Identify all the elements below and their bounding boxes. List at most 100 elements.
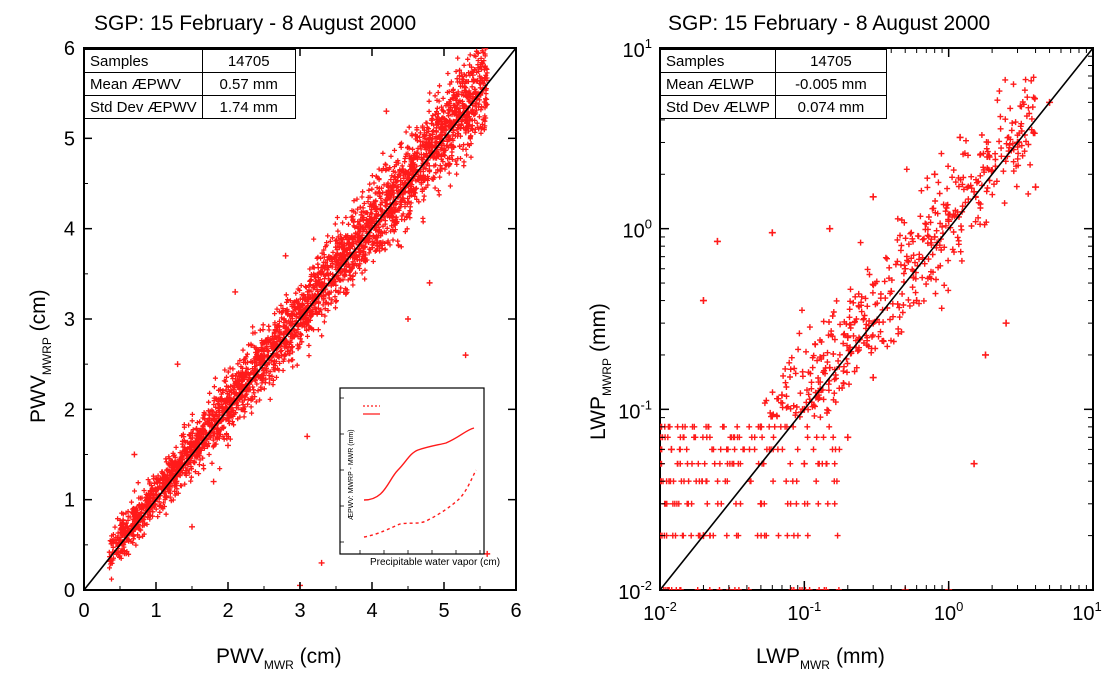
right-data-point bbox=[757, 500, 765, 508]
stats-label: Std Dev ÆPWV bbox=[84, 95, 203, 119]
left-y-tick-label: 4 bbox=[64, 219, 75, 241]
left-ylabel: PWVMWRP (cm) bbox=[27, 289, 54, 423]
stats-value: 14705 bbox=[201, 49, 296, 73]
stats-label: Mean ÆPWV bbox=[84, 72, 203, 96]
right-data-point bbox=[869, 193, 877, 201]
stats-label: Std Dev ÆLWP bbox=[660, 95, 776, 119]
left-data-point bbox=[210, 415, 217, 422]
right-data-point bbox=[970, 460, 978, 468]
left-x-tick-label: 6 bbox=[510, 600, 521, 622]
stats-value: 14705 bbox=[774, 49, 887, 73]
left-scatter-plot: 0 1 2 3 4 5 6 0 1 2 3 4 5 6 ÆPWV: MWRP - MWR (mm) Pre… bbox=[27, 38, 522, 672]
left-data-point bbox=[261, 352, 267, 359]
stats-row: Std Dev ÆPWV 1.74 mm bbox=[84, 95, 296, 119]
left-x-tick-label: 1 bbox=[150, 600, 161, 622]
left-data-point bbox=[304, 433, 311, 440]
left-data-point bbox=[484, 550, 491, 557]
right-data-point bbox=[713, 237, 721, 245]
left-data-point bbox=[232, 288, 239, 295]
left-chart-title: SGP: 15 February - 8 August 2000 bbox=[94, 12, 417, 35]
left-x-tick-label: 2 bbox=[222, 600, 233, 622]
left-y-tick-label: 1 bbox=[64, 490, 75, 512]
stats-row: Mean ÆPWV 0.57 mm bbox=[84, 72, 296, 96]
right-y-tick-label: 100 bbox=[623, 217, 652, 243]
left-data-point bbox=[469, 72, 476, 79]
right-one-to-one-line bbox=[659, 47, 1094, 591]
left-data-point bbox=[117, 537, 123, 544]
left-y-tick-label: 6 bbox=[64, 38, 75, 60]
inset-line-dashed bbox=[363, 469, 477, 538]
left-data-point bbox=[462, 352, 469, 359]
left-data-point bbox=[318, 559, 325, 566]
right-data-point bbox=[667, 445, 675, 453]
stats-row: Samples 14705 bbox=[660, 49, 887, 73]
stats-label: Mean ÆLWP bbox=[660, 72, 776, 96]
left-data-point bbox=[225, 442, 231, 449]
left-data-point bbox=[441, 126, 447, 133]
right-data-point bbox=[826, 225, 834, 233]
right-x-tick-label: 10-2 bbox=[643, 599, 677, 625]
left-data-point bbox=[390, 194, 397, 201]
left-data-point bbox=[131, 451, 138, 458]
right-x-tick-label: 100 bbox=[934, 599, 963, 625]
right-data-point bbox=[1032, 183, 1040, 191]
right-data-point bbox=[1002, 319, 1010, 327]
left-x-tick-label: 3 bbox=[294, 600, 305, 622]
right-data-point bbox=[869, 374, 877, 382]
left-data-point bbox=[145, 501, 152, 508]
right-data-point bbox=[757, 423, 765, 431]
stats-label: Samples bbox=[84, 49, 203, 73]
right-data-point bbox=[844, 433, 852, 441]
left-data-point bbox=[405, 316, 411, 322]
left-data-point bbox=[455, 99, 462, 106]
inset-frame bbox=[339, 387, 485, 555]
left-data-point bbox=[282, 325, 289, 332]
right-chart-title: SGP: 15 February - 8 August 2000 bbox=[668, 12, 991, 35]
left-data-point bbox=[282, 252, 289, 259]
right-data-point bbox=[901, 265, 909, 273]
stats-row: Samples 14705 bbox=[84, 49, 296, 73]
right-xlabel: LWPMWR (mm) bbox=[756, 645, 885, 672]
stats-row: Std Dev ÆLWP 0.074 mm bbox=[660, 95, 887, 119]
left-data-point bbox=[383, 108, 390, 115]
stats-value: 0.074 mm bbox=[774, 95, 887, 119]
left-y-tick-label: 0 bbox=[64, 580, 75, 602]
left-one-to-one-line bbox=[83, 47, 517, 591]
left-data-point bbox=[210, 478, 217, 485]
stats-value: 1.74 mm bbox=[201, 95, 296, 119]
stats-row: Mean ÆLWP -0.005 mm bbox=[660, 72, 887, 96]
left-data-point bbox=[138, 510, 145, 517]
left-data-point bbox=[333, 261, 339, 268]
right-data-point bbox=[945, 217, 953, 225]
right-data-point bbox=[913, 297, 921, 305]
right-data-point bbox=[768, 229, 776, 237]
left-x-tick-label: 4 bbox=[366, 600, 377, 622]
left-y-tick-label: 5 bbox=[64, 128, 75, 150]
left-data-point bbox=[426, 144, 433, 151]
left-data-point bbox=[189, 523, 195, 530]
left-data-point bbox=[318, 284, 325, 291]
left-data-point bbox=[354, 234, 361, 241]
right-data-point bbox=[931, 233, 939, 241]
left-data-point bbox=[167, 469, 174, 476]
left-x-tick-label: 0 bbox=[78, 600, 89, 622]
right-data-point bbox=[887, 287, 895, 295]
left-xlabel: PWVMWR (cm) bbox=[216, 645, 342, 672]
right-data-point bbox=[931, 170, 939, 178]
right-y-tick-label: 10-2 bbox=[618, 578, 652, 604]
right-data-point bbox=[778, 391, 786, 399]
stats-label: Samples bbox=[660, 49, 776, 73]
left-data-point bbox=[369, 216, 375, 223]
left-data-point bbox=[297, 306, 303, 313]
inset-xlabel: Precipitable water vapor (cm) bbox=[370, 557, 500, 568]
right-data-point bbox=[982, 351, 990, 359]
right-y-tick-label: 101 bbox=[623, 36, 652, 62]
right-ylabel: LWPMWRP(mm) bbox=[587, 303, 614, 440]
left-data-point bbox=[225, 397, 231, 404]
stats-value: 0.57 mm bbox=[201, 72, 296, 96]
left-y-tick-label: 2 bbox=[64, 399, 75, 421]
inset-plot: ÆPWV: MWRP - MWR (mm) Precipitable water… bbox=[339, 387, 500, 568]
right-x-tick-label: 10-1 bbox=[787, 599, 821, 625]
right-x-tick-label: 101 bbox=[1072, 599, 1101, 625]
